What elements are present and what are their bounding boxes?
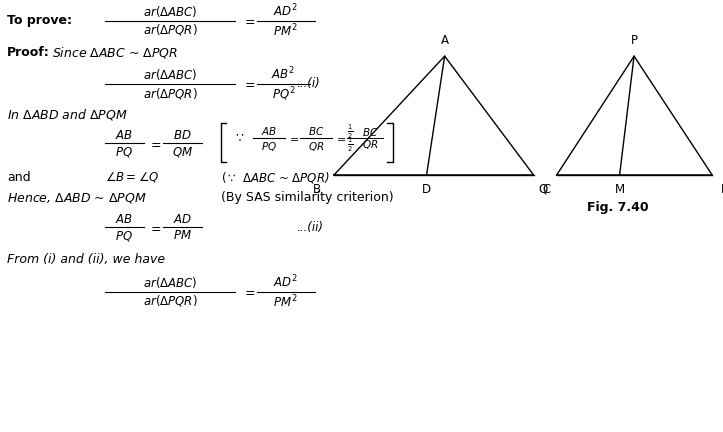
Text: From (i) and (ii), we have: From (i) and (ii), we have: [7, 253, 166, 266]
Text: ...(i): ...(i): [296, 77, 320, 90]
Text: $ar(\Delta ABC)$: $ar(\Delta ABC)$: [142, 275, 197, 290]
Text: $AB$: $AB$: [116, 129, 133, 142]
Text: $\Delta$$ABC$ ~ $\Delta$$PQR$): $\Delta$$ABC$ ~ $\Delta$$PQR$): [242, 170, 330, 184]
Text: and: and: [7, 171, 31, 184]
Text: $ar(\Delta PQR)$: $ar(\Delta PQR)$: [142, 22, 197, 38]
Text: $=$: $=$: [242, 14, 256, 27]
Text: $AD^2$: $AD^2$: [273, 273, 298, 290]
Text: $PQ$: $PQ$: [261, 140, 277, 153]
Text: $PM$: $PM$: [173, 229, 192, 242]
Text: Q: Q: [539, 183, 548, 196]
Text: $ar(\Delta PQR)$: $ar(\Delta PQR)$: [142, 86, 197, 101]
Text: Proof:: Proof:: [7, 46, 50, 59]
Text: Hence, $\Delta$$ABD$ ~ $\Delta$$PQM$: Hence, $\Delta$$ABD$ ~ $\Delta$$PQM$: [7, 191, 147, 205]
Text: $ar(\Delta ABC)$: $ar(\Delta ABC)$: [142, 4, 197, 19]
Text: $\angle B = \angle Q$: $\angle B = \angle Q$: [105, 170, 159, 184]
Text: ($\because$: ($\because$: [221, 170, 236, 184]
Text: Fig. 7.40: Fig. 7.40: [587, 201, 649, 214]
Text: $PM^2$: $PM^2$: [273, 293, 298, 310]
Text: $QR$: $QR$: [362, 138, 378, 151]
Text: R: R: [721, 183, 723, 196]
Text: Since $\Delta$$ABC$ ~ $\Delta$$PQR$: Since $\Delta$$ABC$ ~ $\Delta$$PQR$: [52, 45, 178, 60]
Text: $\frac{1}{2}$: $\frac{1}{2}$: [347, 123, 354, 141]
Text: $AD^2$: $AD^2$: [273, 3, 298, 19]
Text: D: D: [422, 183, 431, 196]
Text: $QM$: $QM$: [171, 145, 193, 159]
Text: $=$: $=$: [334, 133, 346, 143]
Text: B: B: [313, 183, 321, 196]
Text: $ar(\Delta ABC)$: $ar(\Delta ABC)$: [142, 67, 197, 82]
Text: A: A: [440, 34, 449, 47]
Text: $AB^2$: $AB^2$: [271, 66, 296, 82]
Text: $=$: $=$: [242, 77, 256, 90]
Text: C: C: [542, 183, 550, 196]
Text: P: P: [630, 34, 638, 47]
Text: In $\Delta$$ABD$ and $\Delta$$PQM$: In $\Delta$$ABD$ and $\Delta$$PQM$: [7, 107, 128, 122]
Text: $QR$: $QR$: [308, 140, 324, 153]
Text: $AD$: $AD$: [173, 213, 192, 226]
Text: $PQ$: $PQ$: [116, 145, 133, 159]
Text: $PQ$: $PQ$: [116, 229, 133, 243]
Text: $BC$: $BC$: [362, 126, 378, 138]
Text: $PM^2$: $PM^2$: [273, 22, 298, 39]
Text: $=$: $=$: [242, 285, 256, 298]
Text: $\because$: $\because$: [233, 132, 244, 145]
Text: $\frac{1}{2}$: $\frac{1}{2}$: [347, 136, 354, 154]
Text: M: M: [615, 183, 625, 196]
Text: ...(ii): ...(ii): [296, 221, 323, 234]
Text: $=$: $=$: [148, 221, 162, 234]
Text: $ar(\Delta PQR)$: $ar(\Delta PQR)$: [142, 293, 197, 308]
Text: $=$: $=$: [287, 133, 299, 143]
Text: (By SAS similarity criterion): (By SAS similarity criterion): [221, 191, 393, 204]
Text: $BD$: $BD$: [173, 129, 192, 142]
Text: $PQ^2$: $PQ^2$: [272, 86, 295, 103]
Text: $BC$: $BC$: [308, 124, 324, 137]
Text: To prove:: To prove:: [7, 14, 72, 27]
Text: $AB$: $AB$: [261, 124, 277, 137]
Text: $AB$: $AB$: [116, 213, 133, 226]
Text: $=$: $=$: [148, 137, 162, 150]
